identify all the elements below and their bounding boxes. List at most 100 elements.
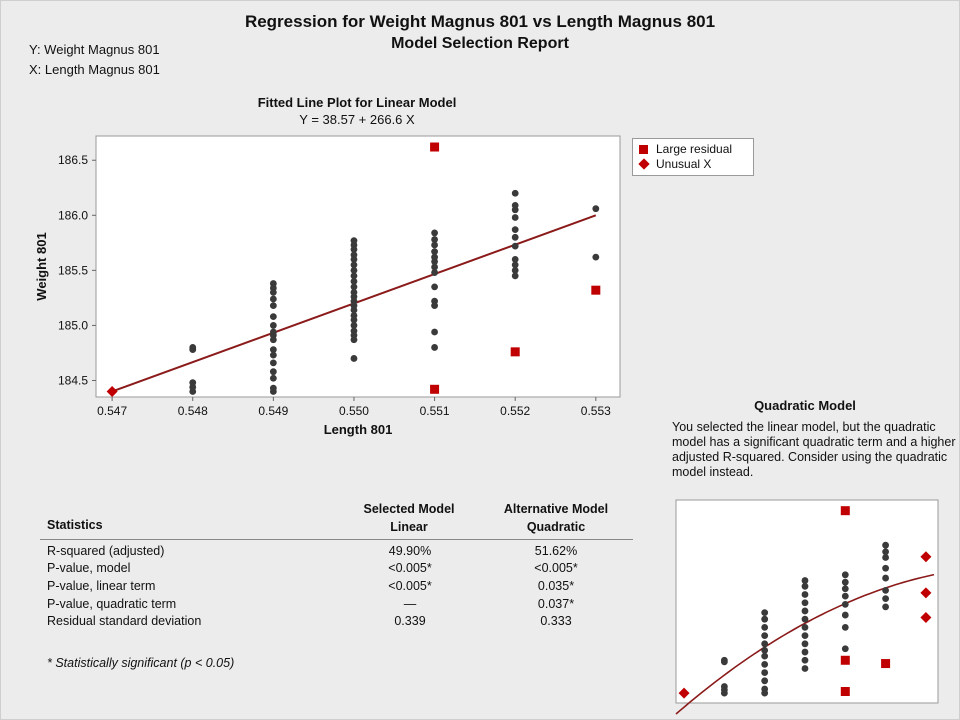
table-row: P-value, quadratic term — 0.037*: [47, 597, 627, 615]
y-tick-label: 185.0: [58, 318, 88, 332]
data-point: [350, 327, 358, 335]
data-point: [350, 251, 358, 259]
data-point: [882, 541, 889, 549]
statistics-header: Statistics: [47, 518, 103, 532]
table-row: P-value, model <0.005* <0.005*: [47, 561, 627, 579]
x-tick-label: 0.553: [581, 404, 611, 418]
x-tick-label: 0.552: [500, 404, 530, 418]
data-point: [761, 647, 769, 654]
row-label: P-value, quadratic term: [47, 597, 177, 611]
legend-label: Large residual: [656, 142, 733, 156]
x-tick-label: 0.548: [178, 404, 208, 418]
quadratic-advice-text: You selected the linear model, but the q…: [672, 420, 956, 479]
data-point: [761, 640, 769, 648]
data-point: [841, 571, 849, 579]
data-point: [511, 189, 519, 197]
quadratic-value: 0.333: [540, 614, 572, 628]
data-point: [801, 599, 809, 607]
linear-plot-equation: Y = 38.57 + 266.6 X: [299, 112, 415, 127]
data-point: [269, 328, 277, 336]
data-point: [269, 302, 277, 309]
data-point: [882, 603, 889, 611]
data-point: [350, 237, 358, 245]
data-point: [350, 283, 358, 291]
unusual-x-point: [920, 551, 932, 563]
legend-item-unusual-x: Unusual X: [638, 157, 712, 171]
y-tick-label: 184.5: [58, 373, 88, 387]
data-point: [882, 595, 889, 603]
data-point: [882, 574, 889, 582]
data-point: [431, 328, 438, 336]
data-point: [592, 253, 600, 261]
unusual-x-point: [106, 385, 118, 397]
row-label: Residual standard deviation: [47, 614, 202, 628]
data-point: [431, 236, 438, 243]
data-point: [269, 280, 277, 287]
report-subtitle: Model Selection Report: [391, 35, 569, 52]
data-point: [801, 591, 809, 598]
data-point: [801, 656, 809, 664]
x-tick-label: 0.551: [420, 404, 450, 418]
unusual-x-point: [920, 587, 932, 599]
large-residual-point: [591, 285, 601, 295]
data-point: [431, 248, 438, 256]
linear-value: 0.339: [394, 614, 426, 628]
x-axis-label: Length 801: [324, 422, 393, 437]
data-point: [882, 564, 889, 572]
data-point: [511, 261, 519, 269]
x-tick-label: 0.547: [97, 404, 127, 418]
linear-value: <0.005*: [388, 561, 432, 575]
quadratic-fit-curve: [675, 573, 935, 715]
data-point: [431, 297, 438, 305]
large-residual-point: [840, 655, 850, 665]
plot-area: [95, 135, 621, 398]
header-line: Selected Model: [363, 502, 455, 516]
data-point: [841, 578, 849, 586]
data-point: [801, 665, 809, 672]
data-point: [431, 344, 438, 351]
large-residual-point: [840, 686, 850, 696]
linear-value: 49.90%: [388, 544, 432, 558]
quadratic-value: <0.005*: [534, 561, 578, 575]
data-point: [761, 685, 769, 693]
row-label: P-value, model: [47, 561, 131, 575]
data-point: [431, 283, 438, 291]
data-point: [841, 592, 849, 600]
y-tick-label: 186.0: [58, 208, 88, 222]
quadratic-value: 51.62%: [534, 544, 578, 558]
data-point: [801, 632, 809, 640]
data-point: [350, 272, 358, 280]
quadratic-value: 0.035*: [537, 579, 575, 593]
data-point: [720, 683, 728, 690]
data-point: [269, 322, 277, 329]
data-point: [269, 374, 277, 382]
linear-value: —: [403, 597, 417, 611]
large-residual-point: [840, 506, 850, 516]
chart-legend: Large residual Unusual X: [632, 138, 754, 176]
data-point: [511, 233, 519, 241]
data-point: [841, 623, 849, 631]
data-point: [761, 652, 769, 660]
data-point: [761, 609, 769, 616]
large-residual-point: [510, 347, 520, 357]
data-point: [511, 214, 519, 221]
x-tick-label: 0.549: [258, 404, 288, 418]
x-tick-label: 0.550: [339, 404, 369, 418]
data-point: [592, 205, 600, 213]
data-point: [882, 548, 889, 556]
data-point: [431, 253, 438, 261]
y-axis-label: Weight 801: [34, 232, 49, 300]
data-point: [189, 344, 197, 351]
data-point: [761, 623, 769, 631]
diamond-marker-icon: [638, 158, 650, 170]
report-title: Regression for Weight Magnus 801 vs Leng…: [244, 12, 716, 31]
data-point: [511, 272, 519, 280]
data-point: [350, 277, 358, 285]
data-point: [511, 242, 519, 250]
significance-footnote: * Statistically significant (p < 0.05): [47, 656, 235, 670]
quadratic-section-title: Quadratic Model: [754, 398, 856, 413]
y-tick-label: 186.5: [58, 153, 88, 167]
header-line: Alternative Model: [503, 502, 609, 516]
legend-label: Unusual X: [656, 157, 712, 171]
